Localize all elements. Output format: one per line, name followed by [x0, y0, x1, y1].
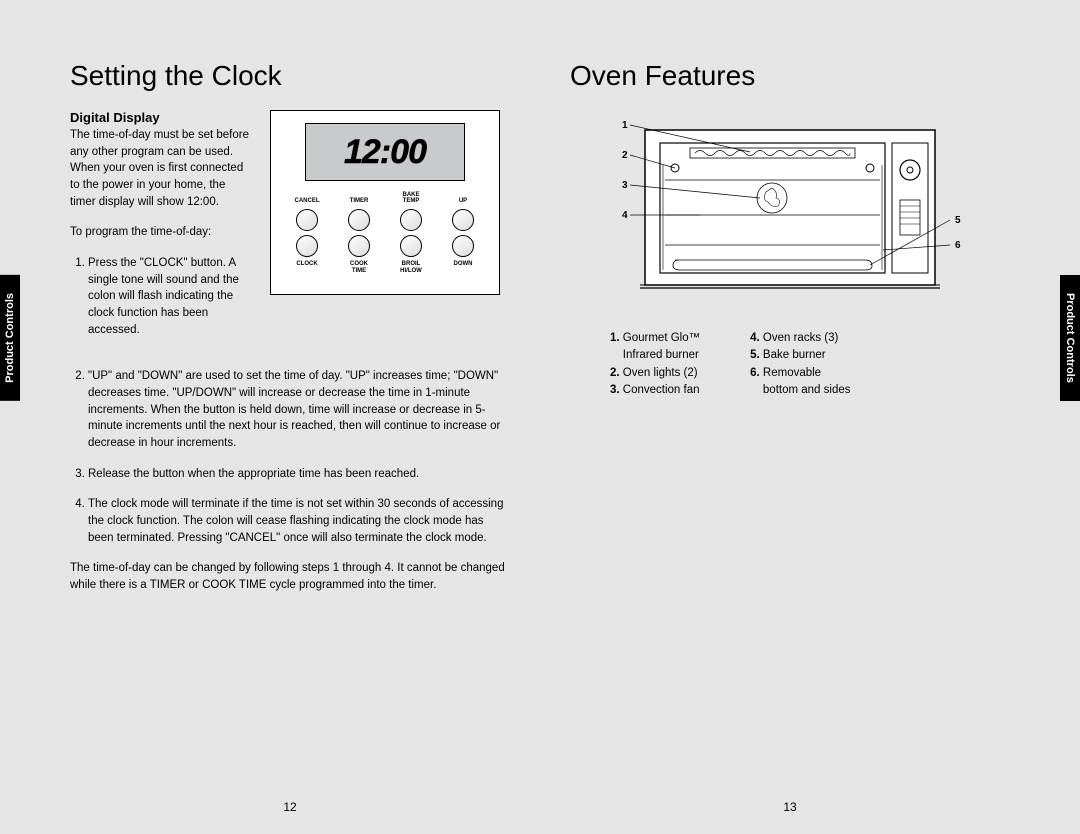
panel-btn-col: CANCEL CLOCK: [287, 191, 327, 275]
svg-text:6: 6: [955, 240, 961, 251]
feature-item: 5. Bake burner: [750, 347, 850, 364]
panel-button: [452, 235, 474, 257]
svg-text:3: 3: [622, 180, 628, 191]
btn-label-top: CANCEL: [295, 191, 320, 205]
intro-block: Digital Display The time-of-day must be …: [70, 110, 250, 352]
step-4: The clock mode will terminate if the tim…: [88, 496, 510, 546]
btn-label-bottom: CLOCK: [296, 261, 317, 275]
btn-label-top: BAKETEMP: [402, 191, 419, 205]
side-tab-right: Product Controls: [1060, 275, 1080, 401]
panel-button: [400, 209, 422, 231]
left-page: Setting the Clock Digital Display The ti…: [70, 60, 510, 794]
lcd-display: 12:00: [305, 123, 465, 181]
step-2: "UP" and "DOWN" are used to set the time…: [88, 368, 510, 451]
intro-text-1: The time-of-day must be set before any o…: [70, 127, 250, 210]
feature-item: 6. Removable bottom and sides: [750, 365, 850, 400]
page-number-left: 12: [283, 800, 296, 814]
svg-text:2: 2: [622, 150, 628, 161]
svg-text:1: 1: [622, 120, 628, 131]
svg-text:5: 5: [955, 215, 961, 226]
panel-button: [400, 235, 422, 257]
panel-button: [296, 209, 318, 231]
feature-list: 1. Gourmet Glo™ Infrared burner2. Oven l…: [610, 330, 1010, 399]
panel-button: [296, 235, 318, 257]
panel-btn-col: UP DOWN: [443, 191, 483, 275]
remaining-instructions: "UP" and "DOWN" are used to set the time…: [70, 368, 510, 593]
panel-button: [348, 209, 370, 231]
oven-diagram: 1 2 3 4 5 6: [600, 110, 1010, 310]
outro-text: The time-of-day can be changed by follow…: [70, 560, 510, 593]
step-3: Release the button when the appropriate …: [88, 466, 510, 483]
control-panel-diagram: 12:00 CANCEL CLOCK TIMER COOKTIME BAKETEMP BR…: [270, 110, 500, 295]
btn-label-bottom: COOKTIME: [350, 261, 368, 275]
btn-label-top: TIMER: [350, 191, 369, 205]
side-tab-left: Product Controls: [0, 275, 20, 401]
right-page: Oven Features: [570, 60, 1010, 794]
feature-item: 3. Convection fan: [610, 382, 700, 399]
panel-btn-col: TIMER COOKTIME: [339, 191, 379, 275]
feature-item: 2. Oven lights (2): [610, 365, 700, 382]
btn-label-bottom: BROILHI/LOW: [400, 261, 422, 275]
btn-label-bottom: DOWN: [454, 261, 473, 275]
panel-btn-col: BAKETEMP BROILHI/LOW: [391, 191, 431, 275]
btn-label-top: UP: [459, 191, 467, 205]
svg-text:4: 4: [622, 210, 628, 221]
panel-button: [348, 235, 370, 257]
step-1: Press the "CLOCK" button. A single tone …: [88, 255, 250, 338]
page-number-right: 13: [783, 800, 796, 814]
panel-button: [452, 209, 474, 231]
heading-setting-clock: Setting the Clock: [70, 60, 510, 92]
intro-text-2: To program the time-of-day:: [70, 224, 250, 241]
heading-oven-features: Oven Features: [570, 60, 1010, 92]
feature-item: 1. Gourmet Glo™ Infrared burner: [610, 330, 700, 365]
feature-item: 4. Oven racks (3): [750, 330, 850, 347]
subheading-digital-display: Digital Display: [70, 110, 250, 125]
